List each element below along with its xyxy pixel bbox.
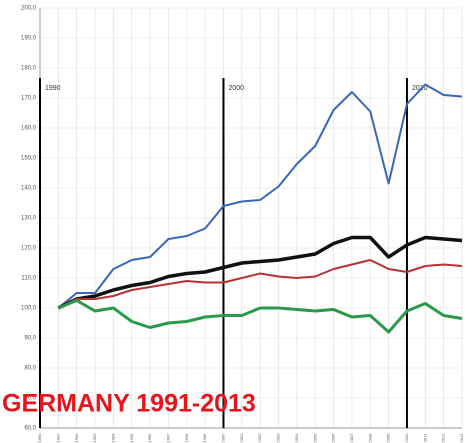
- x-tick-label: 1996: [147, 433, 152, 443]
- x-tick-label: 2011: [422, 433, 427, 442]
- y-tick-label: 180,0: [21, 66, 37, 72]
- x-tick-label: 2012: [441, 433, 446, 443]
- x-tick-label: 2010: [404, 433, 409, 443]
- y-tick-label: 160,0: [21, 126, 37, 132]
- x-tick-label: 2001: [239, 433, 244, 443]
- y-tick-label: 150,0: [21, 156, 37, 162]
- x-tick-label: 2003: [276, 433, 281, 443]
- y-tick-label: 70,0: [24, 396, 36, 402]
- chart-title: GERMANY 1991-2013: [2, 390, 256, 418]
- x-tick-label: 2013: [459, 433, 464, 443]
- y-tick-label: 140,0: [21, 186, 37, 192]
- x-tick-label: 1995: [129, 433, 134, 443]
- marker-label: 2010: [412, 85, 428, 92]
- x-tick-label: 2004: [294, 433, 299, 443]
- x-tick-label: 2007: [349, 433, 354, 443]
- x-tick-label: 1997: [165, 433, 170, 443]
- y-tick-label: 130,0: [21, 216, 37, 222]
- y-tick-label: 90,0: [24, 336, 36, 342]
- x-tick-label: 2009: [386, 433, 391, 443]
- y-tick-label: 80,0: [24, 366, 36, 372]
- x-tick-label: 1990: [37, 433, 42, 443]
- series-line: [57, 259, 463, 309]
- y-tick-label: 100,0: [21, 306, 37, 312]
- x-tick-label: 2002: [257, 433, 262, 443]
- y-tick-label: 120,0: [21, 246, 37, 252]
- x-tick-label: 1999: [202, 433, 207, 443]
- x-tick-label: 1998: [184, 433, 189, 443]
- series-line: [57, 299, 463, 334]
- marker-label: 2000: [228, 85, 244, 92]
- y-tick-label: 60,0: [24, 426, 36, 432]
- y-tick-label: 190,0: [21, 36, 37, 42]
- x-tick-label: 1992: [74, 433, 79, 443]
- x-tick-label: 1991: [55, 433, 60, 443]
- x-tick-label: 2006: [331, 433, 336, 443]
- x-tick-label: 2000: [221, 433, 226, 443]
- y-tick-label: 170,0: [21, 96, 37, 102]
- series-line: [57, 83, 463, 309]
- x-tick-label: 2005: [312, 433, 317, 443]
- x-tick-label: 1993: [92, 433, 97, 443]
- y-tick-label: 110,0: [21, 276, 36, 282]
- x-tick-label: 2008: [367, 433, 372, 443]
- marker-label: 1990: [45, 85, 61, 92]
- series-line: [57, 235, 463, 310]
- y-tick-label: 200,0: [21, 6, 37, 12]
- x-tick-label: 1994: [110, 433, 115, 443]
